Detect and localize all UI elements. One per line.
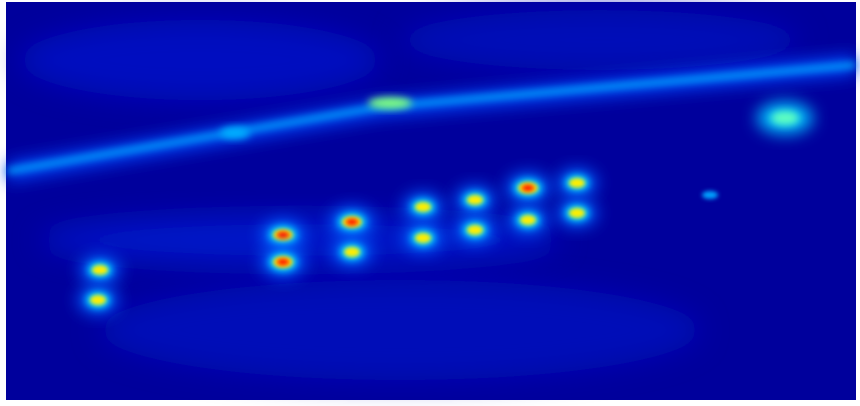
- heatmap-image: [0, 0, 860, 406]
- page: [0, 0, 860, 406]
